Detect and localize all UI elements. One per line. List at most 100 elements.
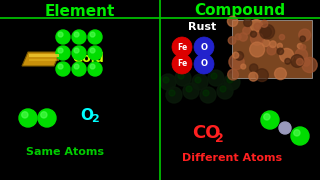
Circle shape xyxy=(295,49,308,61)
Circle shape xyxy=(228,16,238,26)
Circle shape xyxy=(200,87,216,103)
Circle shape xyxy=(220,86,226,92)
Polygon shape xyxy=(22,52,60,66)
Text: Different Atoms: Different Atoms xyxy=(182,153,282,163)
Circle shape xyxy=(90,48,95,53)
Polygon shape xyxy=(29,59,59,61)
Circle shape xyxy=(239,33,247,41)
Circle shape xyxy=(228,37,236,44)
Circle shape xyxy=(90,32,95,37)
Circle shape xyxy=(211,73,217,79)
Circle shape xyxy=(261,111,279,129)
Text: Fe: Fe xyxy=(177,42,187,51)
Text: CO: CO xyxy=(192,124,220,142)
Circle shape xyxy=(243,27,250,34)
Circle shape xyxy=(88,46,102,60)
Circle shape xyxy=(250,42,265,57)
Circle shape xyxy=(194,54,214,74)
Circle shape xyxy=(74,32,79,37)
Text: O: O xyxy=(201,42,207,51)
Text: Fe: Fe xyxy=(177,60,187,69)
Circle shape xyxy=(244,19,252,27)
Circle shape xyxy=(208,70,224,86)
Circle shape xyxy=(72,46,86,60)
Circle shape xyxy=(178,73,184,79)
Circle shape xyxy=(160,74,176,90)
Circle shape xyxy=(235,52,244,60)
Circle shape xyxy=(228,69,238,80)
Polygon shape xyxy=(29,54,59,57)
Circle shape xyxy=(291,55,304,67)
Circle shape xyxy=(294,130,300,136)
Circle shape xyxy=(217,83,233,99)
Circle shape xyxy=(256,69,268,82)
Circle shape xyxy=(163,77,169,83)
Circle shape xyxy=(233,52,239,58)
Circle shape xyxy=(251,32,263,45)
Circle shape xyxy=(74,64,79,69)
Circle shape xyxy=(88,62,102,76)
Circle shape xyxy=(241,64,246,69)
Circle shape xyxy=(280,48,294,62)
Circle shape xyxy=(279,35,284,40)
Circle shape xyxy=(251,31,257,37)
Circle shape xyxy=(224,74,240,90)
Circle shape xyxy=(260,27,271,37)
Text: Rust: Rust xyxy=(188,22,216,32)
Circle shape xyxy=(260,24,275,39)
Circle shape xyxy=(166,87,182,103)
Circle shape xyxy=(203,90,209,96)
Circle shape xyxy=(261,20,268,27)
Circle shape xyxy=(267,46,276,55)
Circle shape xyxy=(227,77,233,83)
Circle shape xyxy=(72,30,86,44)
Circle shape xyxy=(192,74,208,90)
Text: Same Atoms: Same Atoms xyxy=(26,147,104,157)
Circle shape xyxy=(264,114,270,120)
Circle shape xyxy=(269,41,276,48)
Circle shape xyxy=(56,62,70,76)
Circle shape xyxy=(250,64,258,72)
Circle shape xyxy=(254,23,261,30)
Circle shape xyxy=(299,29,311,41)
Text: 2: 2 xyxy=(91,114,99,124)
Circle shape xyxy=(275,68,286,80)
Circle shape xyxy=(72,62,86,76)
FancyBboxPatch shape xyxy=(232,20,312,78)
Circle shape xyxy=(279,122,291,134)
Circle shape xyxy=(38,109,56,127)
Text: Gold: Gold xyxy=(72,51,104,64)
Circle shape xyxy=(285,58,291,64)
Circle shape xyxy=(194,37,214,57)
Circle shape xyxy=(249,72,258,81)
Circle shape xyxy=(58,64,63,69)
Circle shape xyxy=(175,70,191,86)
Circle shape xyxy=(291,127,309,145)
Circle shape xyxy=(90,64,95,69)
Circle shape xyxy=(41,112,47,118)
Circle shape xyxy=(74,48,79,53)
Circle shape xyxy=(58,48,63,53)
Circle shape xyxy=(186,86,192,92)
Circle shape xyxy=(195,77,201,83)
Circle shape xyxy=(183,83,199,99)
Circle shape xyxy=(297,58,303,65)
Circle shape xyxy=(169,90,175,96)
Circle shape xyxy=(235,34,241,40)
Circle shape xyxy=(172,37,192,57)
Circle shape xyxy=(297,44,303,49)
Circle shape xyxy=(88,30,102,44)
Circle shape xyxy=(277,43,282,48)
Circle shape xyxy=(250,20,262,32)
Circle shape xyxy=(302,58,310,66)
Circle shape xyxy=(300,36,305,42)
Circle shape xyxy=(22,112,28,118)
Circle shape xyxy=(262,39,270,47)
Circle shape xyxy=(277,48,284,55)
Circle shape xyxy=(229,54,244,69)
Text: Compound: Compound xyxy=(195,3,285,19)
Circle shape xyxy=(56,46,70,60)
Text: O: O xyxy=(80,107,93,123)
Circle shape xyxy=(58,32,63,37)
Text: 2: 2 xyxy=(215,132,224,145)
